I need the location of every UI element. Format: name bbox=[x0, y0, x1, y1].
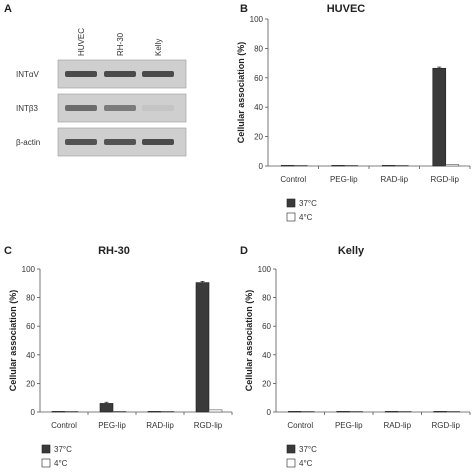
y-tick-label: 80 bbox=[26, 294, 35, 303]
gel-lane-label: Kelly bbox=[154, 39, 163, 56]
gel-band bbox=[104, 105, 136, 111]
bar-4c bbox=[394, 165, 409, 167]
legend-swatch-37c bbox=[286, 444, 296, 454]
legend-label-4c: 4°C bbox=[54, 459, 68, 468]
bar-4c bbox=[445, 164, 460, 167]
category-label: RGD-lip bbox=[431, 175, 460, 184]
y-axis-label: Cellular association (%) bbox=[8, 290, 18, 392]
chart-huvec: HUVEC 0 20 40 60 80 100 Cellular association (%… bbox=[236, 3, 471, 222]
bar-4c bbox=[397, 411, 412, 413]
category-label: Control bbox=[280, 175, 306, 184]
y-tick-label: 20 bbox=[254, 133, 263, 142]
gel-lane-label: HUVEC bbox=[77, 28, 86, 56]
bar-4c bbox=[446, 411, 461, 413]
gel-row-label: INTαV bbox=[16, 70, 40, 79]
y-tick-label: 60 bbox=[26, 322, 35, 331]
gel-band bbox=[65, 139, 97, 145]
bar-4c bbox=[349, 411, 364, 413]
bar-4c bbox=[160, 411, 175, 413]
category-label: RGD-lip bbox=[432, 421, 461, 430]
gel-band bbox=[104, 139, 136, 145]
panel-letter-b: B bbox=[240, 3, 248, 15]
legend-label-4c: 4°C bbox=[299, 459, 313, 468]
y-axis-label: Cellular association (%) bbox=[236, 42, 246, 144]
legend-label-37c: 37°C bbox=[299, 445, 317, 454]
bar-37c bbox=[51, 411, 66, 413]
bar-37c bbox=[331, 165, 346, 167]
y-tick-label: 60 bbox=[254, 74, 263, 83]
legend-swatch-37c bbox=[286, 198, 296, 208]
chart-rh30: RH-30 0 20 40 60 80 100 Cellular association (%… bbox=[8, 245, 233, 468]
category-label: Control bbox=[287, 421, 313, 430]
panel-letter-a: A bbox=[4, 3, 12, 15]
legend-swatch-37c bbox=[41, 444, 51, 454]
y-tick-label: 0 bbox=[31, 408, 36, 417]
y-tick-label: 20 bbox=[26, 379, 35, 388]
category-label: RAD-lip bbox=[380, 175, 408, 184]
bar-4c bbox=[344, 165, 359, 167]
gel-band bbox=[142, 139, 174, 145]
chart-kelly: Kelly 0 20 40 60 80 100 Cellular association (%… bbox=[244, 245, 471, 468]
gel-row-label: INTβ3 bbox=[16, 104, 38, 113]
y-tick-label: 80 bbox=[262, 294, 271, 303]
bar-4c bbox=[293, 165, 308, 167]
bar-37c bbox=[99, 403, 114, 413]
bar-37c bbox=[336, 411, 351, 413]
category-label: RAD-lip bbox=[146, 421, 174, 430]
category-label: PEG-lip bbox=[335, 421, 363, 430]
y-tick-label: 40 bbox=[254, 103, 263, 112]
legend-swatch-4c bbox=[286, 458, 296, 468]
legend-swatch-4c bbox=[41, 458, 51, 468]
bar-37c bbox=[381, 165, 396, 167]
bar-37c bbox=[147, 411, 162, 413]
legend-swatch-4c bbox=[286, 212, 296, 222]
bar-4c bbox=[64, 411, 79, 413]
y-tick-label: 40 bbox=[26, 351, 35, 360]
y-tick-label: 0 bbox=[259, 162, 264, 171]
gel-row-label: β-actin bbox=[16, 138, 40, 147]
bar-4c bbox=[112, 411, 127, 413]
panel-letter-d: D bbox=[240, 245, 248, 257]
category-label: Control bbox=[51, 421, 77, 430]
chart-title: RH-30 bbox=[98, 245, 130, 257]
y-tick-label: 20 bbox=[262, 379, 271, 388]
y-tick-label: 80 bbox=[254, 44, 263, 53]
western-blot: HUVEC RH-30 Kelly INTαV INTβ3 β-actin bbox=[16, 28, 187, 157]
y-tick-label: 100 bbox=[258, 265, 272, 274]
y-axis-label: Cellular association (%) bbox=[244, 290, 254, 392]
gel-band bbox=[65, 71, 97, 77]
bar-37c bbox=[432, 67, 447, 167]
category-label: PEG-lip bbox=[330, 175, 358, 184]
bar-37c bbox=[384, 411, 399, 413]
y-tick-label: 100 bbox=[250, 15, 264, 24]
legend-label-37c: 37°C bbox=[299, 199, 317, 208]
bar-37c bbox=[433, 411, 448, 413]
category-label: RAD-lip bbox=[383, 421, 411, 430]
category-label: RGD-lip bbox=[194, 421, 223, 430]
chart-title: Kelly bbox=[338, 245, 365, 257]
chart-title: HUVEC bbox=[327, 3, 366, 15]
gel-band bbox=[104, 71, 136, 77]
panel-letter-c: C bbox=[4, 245, 12, 257]
bar-4c bbox=[300, 411, 315, 413]
bar-37c bbox=[280, 165, 295, 167]
gel-band bbox=[142, 71, 174, 77]
category-label: PEG-lip bbox=[98, 421, 126, 430]
legend-label-37c: 37°C bbox=[54, 445, 72, 454]
gel-band bbox=[142, 105, 174, 111]
gel-band bbox=[65, 105, 97, 111]
gel-lane-label: RH-30 bbox=[116, 32, 125, 56]
bar-4c bbox=[208, 409, 223, 413]
y-tick-label: 0 bbox=[267, 408, 272, 417]
bar-37c bbox=[195, 282, 210, 413]
y-tick-label: 60 bbox=[262, 322, 271, 331]
bar-37c bbox=[287, 411, 302, 413]
y-tick-label: 100 bbox=[22, 265, 36, 274]
y-tick-label: 40 bbox=[262, 351, 271, 360]
legend-label-4c: 4°C bbox=[299, 213, 313, 222]
